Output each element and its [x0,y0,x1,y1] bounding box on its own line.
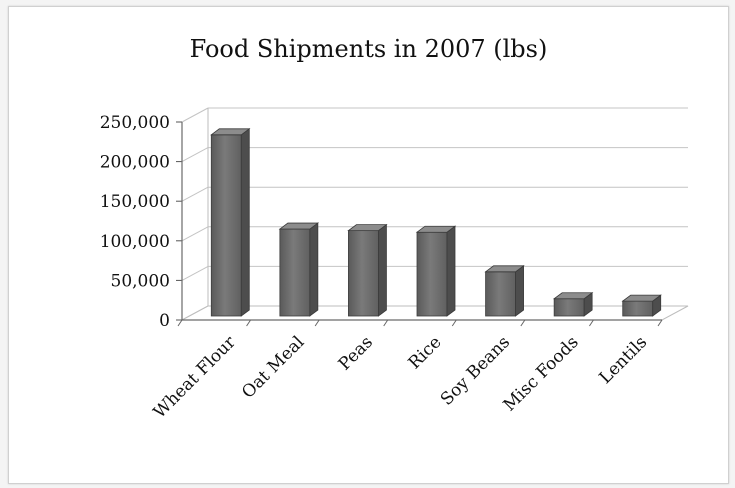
bar-side [378,223,387,317]
x-tick-label: Oat Meal [238,332,308,402]
bar-wheat-flour [210,134,242,317]
axis-layer [176,121,663,327]
x-tick [314,319,320,327]
x-tick [383,319,389,327]
x-tick-label: Peas [335,332,377,374]
y-tick-label: 0 [159,311,170,331]
bar-side [446,225,456,317]
gridline-side [181,186,209,202]
bar-top [484,265,525,273]
bar-side [240,128,250,317]
bar-oat-meal [279,228,311,317]
bar-soy-beans [485,271,516,317]
bar-top [415,225,457,233]
bar-top [347,224,388,232]
y-tick-label: 250,000 [100,113,170,133]
y-tick-label: 150,000 [100,192,170,212]
gridline-side [181,147,209,163]
bar-side [309,222,319,317]
x-tick [177,319,183,327]
x-tick [657,319,663,327]
bar-top [552,292,594,300]
bar-top [621,294,662,302]
y-tick-label: 100,000 [100,232,170,252]
bar-side [515,265,524,317]
bar-lentils [622,300,654,317]
x-tick-label: Lentils [596,332,652,388]
bar-rice [416,231,448,317]
chart-frame: Food Shipments in 2007 (lbs) 0 50,000 100,… [8,6,729,484]
gridline-side [181,107,209,123]
x-tick [246,319,251,327]
bar-top [278,222,320,230]
y-tick-label: 50,000 [111,271,170,291]
bar-top [210,128,251,136]
bar-layer [210,128,662,317]
bar-misc-foods [553,298,585,317]
x-tick [520,319,526,327]
chart-title: Food Shipments in 2007 (lbs) [189,35,548,63]
bar-peas [348,230,379,317]
y-tick-label: 200,000 [100,153,170,173]
x-tick-label: Wheat Flour [150,332,241,423]
x-tick [589,319,594,327]
chart-plot: 0 50,000 100,000 150,000 200,000 250,000 Wheat… [100,107,689,423]
gridline-side [181,265,209,281]
x-tick-label: Rice [405,332,446,373]
gridline-side [181,226,209,242]
x-tick [451,319,457,327]
